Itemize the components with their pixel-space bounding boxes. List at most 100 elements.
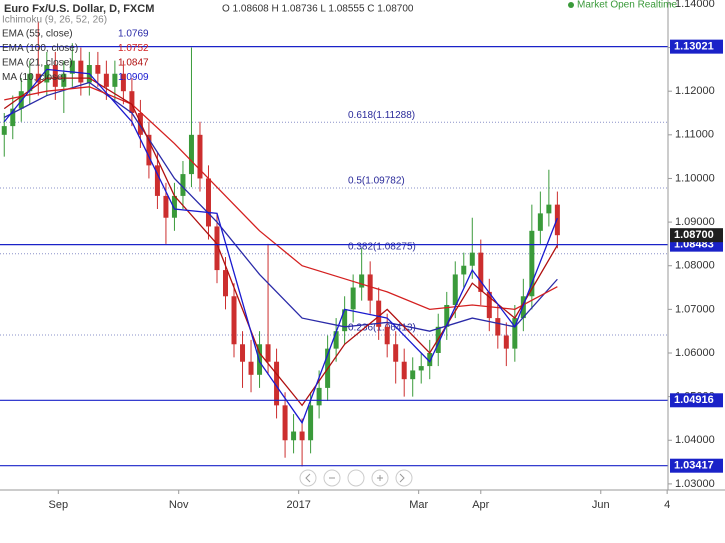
level-label-box (670, 393, 723, 408)
level-label-box (670, 39, 723, 54)
candle-body (154, 165, 160, 196)
candle-body (61, 73, 67, 87)
level-label: 1.04916 (674, 394, 714, 406)
candle-body (188, 134, 194, 175)
candle-body (223, 270, 229, 297)
candle-body (35, 73, 41, 83)
last-price-label: 1.08700 (674, 229, 714, 241)
candle-body (129, 91, 135, 114)
candle-body (78, 60, 84, 83)
candle-body (69, 60, 75, 74)
candle-body (214, 226, 220, 271)
fib-label: 0.382(1.08275) (348, 241, 416, 252)
indicator-line (3, 81, 558, 332)
candle-body (120, 73, 126, 92)
candle-body (461, 265, 467, 275)
y-tick-label: 1.10000 (675, 172, 715, 184)
legend-name: EMA (21, close) (2, 58, 73, 69)
candle-body (537, 213, 543, 231)
candle-body (469, 252, 475, 266)
x-tick-label: Apr (472, 499, 489, 511)
candle-body (503, 335, 509, 349)
level-label: 1.03417 (674, 460, 714, 472)
status-dot (568, 2, 574, 8)
candle-body (367, 274, 373, 301)
candle-body (520, 296, 526, 319)
candle-body (52, 65, 58, 87)
axes: 1.030001.040001.050001.060001.070001.080… (49, 0, 723, 511)
candle-body (299, 431, 305, 441)
candle-body (376, 300, 382, 327)
candle-body (146, 134, 152, 166)
candle-body (529, 230, 535, 297)
x-tick-label: Mar (409, 499, 428, 511)
y-tick-label: 1.11000 (675, 129, 714, 141)
candle-body (248, 361, 254, 375)
legend-name: MA (10, close) (2, 72, 66, 83)
y-tick-label: 1.09000 (675, 216, 715, 228)
y-tick-label: 1.12000 (675, 85, 715, 97)
candle-body (240, 344, 246, 362)
candle-body (231, 296, 237, 345)
candle-body (308, 405, 314, 441)
fib-label: 0.618(1.11288) (348, 110, 415, 121)
y-tick-label: 1.14000 (675, 0, 715, 10)
x-tick-label: Jun (592, 499, 610, 511)
price-axis (668, 0, 725, 510)
candle-body (384, 326, 390, 345)
legend-name: EMA (100, close) (2, 43, 78, 54)
candle-body (282, 405, 288, 441)
y-tick-label: 1.07000 (675, 303, 715, 315)
indicator-line (3, 68, 558, 425)
level-label: 1.13021 (674, 41, 714, 53)
legend-value: 1.0847 (118, 58, 149, 69)
legend-value: 1.0752 (118, 43, 149, 54)
ohlc-values: O 1.08608 H 1.08736 L 1.08555 C 1.08700 (222, 4, 414, 15)
market-status: Market Open Realtime (577, 0, 677, 11)
candle-body (171, 195, 177, 218)
candle-body (512, 318, 518, 349)
fib-label: 0.5(1.09782) (348, 176, 405, 187)
candle-body (103, 73, 109, 87)
nav-icons (305, 473, 405, 483)
candle-body (163, 195, 169, 218)
candle-body (291, 431, 297, 441)
candle-body (444, 304, 450, 327)
y-tick-label: 1.08000 (675, 260, 715, 272)
candle-body (486, 291, 492, 319)
candle-body (27, 73, 33, 92)
scroll-left-button[interactable] (299, 469, 317, 487)
candle-body (401, 361, 407, 380)
x-tick-label: 4 (664, 499, 670, 511)
legend: Euro Fx/U.S. Dollar, D, FXCM O 1.08608 H… (2, 0, 677, 83)
legend-name: EMA (55, close) (2, 29, 73, 40)
candle-body (316, 387, 322, 406)
candle-body (10, 108, 16, 127)
candle-body (427, 352, 433, 367)
x-tick-label: Nov (169, 499, 189, 511)
candle-body (393, 344, 399, 362)
reset-button[interactable] (347, 469, 365, 487)
candle-body (359, 274, 365, 288)
candle-body (44, 65, 50, 83)
candle-body (452, 274, 458, 305)
candle-body (265, 344, 271, 362)
candle-body (205, 178, 211, 227)
candle-body (274, 361, 280, 406)
legend-value: 1.0769 (118, 29, 149, 40)
candle-body (333, 331, 339, 349)
candle-body (546, 204, 552, 214)
fib-label: 0.236(1.06413) (348, 323, 416, 334)
candle-body (95, 65, 101, 74)
candle-body (180, 174, 186, 196)
candle-body (495, 318, 501, 336)
x-tick-label: Sep (49, 499, 69, 511)
indicator-line (4, 86, 558, 311)
level-label-box (670, 458, 723, 473)
ichimoku-label: Ichimoku (9, 26, 52, 26) (2, 15, 107, 26)
candle-body (112, 73, 118, 87)
legend-value: 1.0909 (118, 72, 149, 83)
y-tick-label: 1.06000 (675, 347, 715, 359)
